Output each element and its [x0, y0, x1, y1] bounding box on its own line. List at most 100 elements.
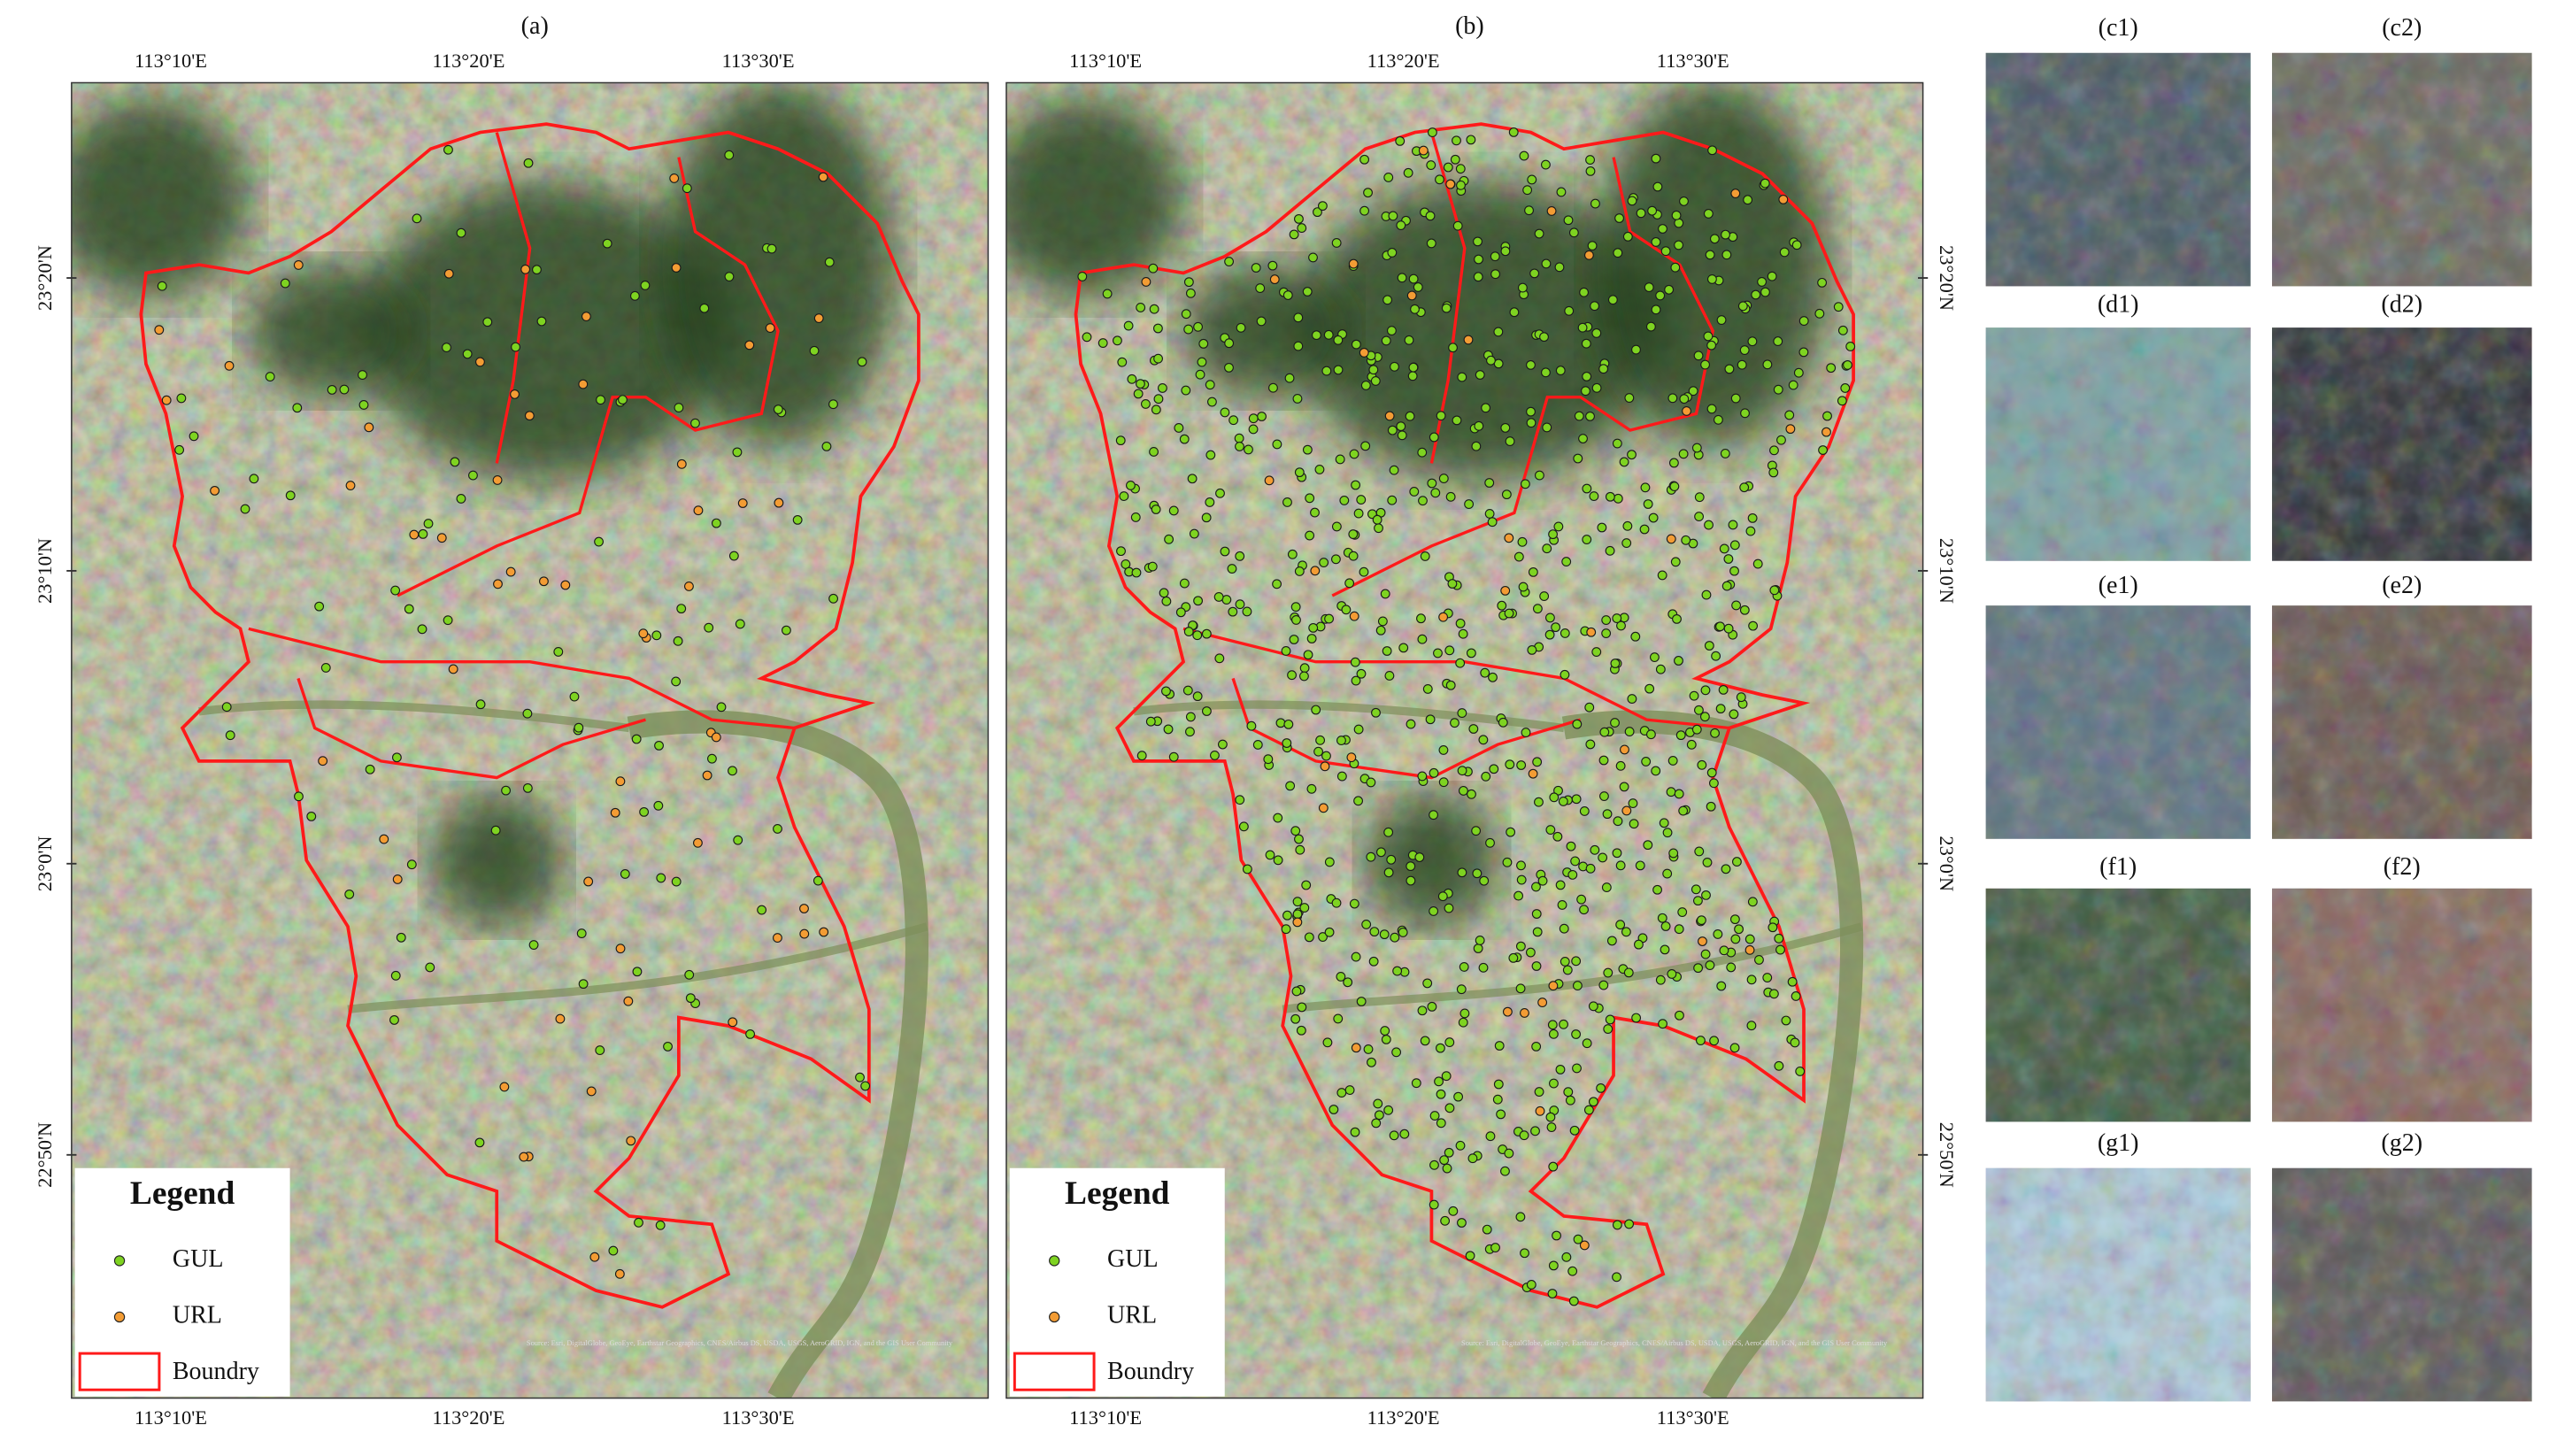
gul-sample: [1729, 914, 1740, 925]
gul-sample: [1473, 272, 1483, 282]
gul-sample: [1294, 467, 1305, 478]
gul-sample: [1747, 336, 1758, 347]
gul-sample: [1559, 1019, 1568, 1029]
gul-sample: [1158, 383, 1167, 393]
url-sample: [773, 933, 782, 943]
gul-sample: [1752, 559, 1763, 569]
gul-sample: [1769, 585, 1780, 596]
gul-sample: [618, 395, 628, 405]
gul-sample: [857, 357, 867, 367]
gul-sample: [490, 825, 501, 836]
url-sample: [737, 498, 748, 508]
url-sample: [524, 411, 535, 421]
gul-sample: [1545, 825, 1556, 835]
gul-sample: [1481, 771, 1491, 782]
thumbnail-texture: [1985, 888, 2251, 1122]
gul-sample: [475, 699, 486, 710]
gul-sample: [1667, 393, 1678, 404]
gul-sample: [1651, 766, 1661, 776]
url-sample: [638, 628, 649, 639]
gul-sample: [468, 470, 478, 481]
gul-sample: [1295, 844, 1305, 855]
gul-sample: [1323, 329, 1334, 340]
gul-sample: [189, 431, 199, 442]
gul-sample: [1767, 271, 1777, 281]
gul-sample: [653, 800, 664, 811]
gul-sample: [1417, 447, 1428, 458]
gul-sample: [1430, 488, 1441, 498]
gul-sample: [1484, 509, 1495, 519]
url-sample: [510, 389, 520, 399]
gul-sample: [1520, 1248, 1529, 1259]
gul-sample: [396, 932, 406, 943]
gul-sample: [1837, 325, 1848, 335]
gul-sample: [1552, 831, 1563, 842]
lat-label: 22°50'N: [34, 1122, 56, 1188]
url-sample: [684, 582, 694, 591]
url-sample: [154, 325, 165, 335]
gul-sample: [594, 536, 604, 547]
url-sample: [774, 497, 784, 508]
gul-sample: [1555, 1064, 1566, 1075]
gul-sample: [1647, 205, 1658, 216]
gul-sample: [1694, 512, 1705, 522]
panel-label: (a): [521, 12, 549, 40]
gul-sample: [1532, 757, 1543, 767]
gul-sample: [1440, 1215, 1451, 1226]
gul-sample: [1493, 1079, 1504, 1090]
gul-sample: [1482, 1224, 1492, 1235]
gul-sample: [1639, 524, 1650, 535]
gul-sample: [1290, 602, 1301, 612]
gul-sample: [1375, 847, 1386, 858]
gul-sample: [1318, 932, 1328, 942]
gul-sample: [724, 272, 735, 281]
gul-sample: [1130, 512, 1141, 522]
gul-sample: [1275, 718, 1286, 728]
gul-sample: [1702, 857, 1713, 867]
gul-sample: [1572, 1063, 1582, 1074]
gul-sample: [1444, 1037, 1455, 1048]
gul-sample: [1696, 1036, 1706, 1045]
gul-sample: [824, 257, 835, 267]
gul-sample: [1466, 135, 1476, 145]
gul-sample: [1480, 667, 1490, 678]
gul-sample: [1291, 986, 1302, 997]
gul-sample: [1519, 1130, 1529, 1141]
lon-label: 113°30'E: [1657, 50, 1729, 72]
gul-sample: [1557, 900, 1567, 910]
gul-sample: [1657, 913, 1667, 923]
url-sample: [623, 996, 634, 1006]
gul-sample: [240, 504, 250, 514]
gul-sample: [1474, 254, 1483, 265]
gul-sample: [1464, 499, 1475, 510]
gul-sample: [1409, 487, 1420, 497]
gul-sample: [1572, 719, 1583, 729]
gul-sample: [757, 905, 767, 915]
gul-sample: [1242, 864, 1252, 874]
gul-sample: [1220, 546, 1230, 557]
gul-sample: [1773, 384, 1783, 395]
gul-sample: [1257, 412, 1267, 421]
gul-sample: [1582, 483, 1592, 494]
gul-sample: [1699, 712, 1710, 722]
gul-sample: [1549, 1078, 1559, 1089]
gul-sample: [1353, 508, 1364, 519]
gul-sample: [1396, 220, 1406, 230]
gul-sample: [1235, 795, 1245, 805]
gul-sample: [391, 752, 402, 763]
gul-sample: [1314, 465, 1325, 474]
url-sample: [1730, 189, 1741, 198]
gul-sample: [1282, 497, 1292, 507]
gul-sample: [1598, 364, 1609, 374]
url-sample: [615, 944, 626, 954]
gul-sample: [1161, 686, 1171, 697]
lon-label: 113°20'E: [1367, 50, 1440, 72]
gul-sample: [632, 967, 643, 977]
gul-sample: [1612, 848, 1622, 859]
gul-sample: [1746, 975, 1757, 985]
gul-sample: [1774, 933, 1784, 944]
gul-sample: [1571, 1029, 1582, 1039]
gul-sample: [1133, 389, 1144, 399]
gul-sample: [404, 604, 414, 614]
gul-sample: [1679, 196, 1689, 206]
